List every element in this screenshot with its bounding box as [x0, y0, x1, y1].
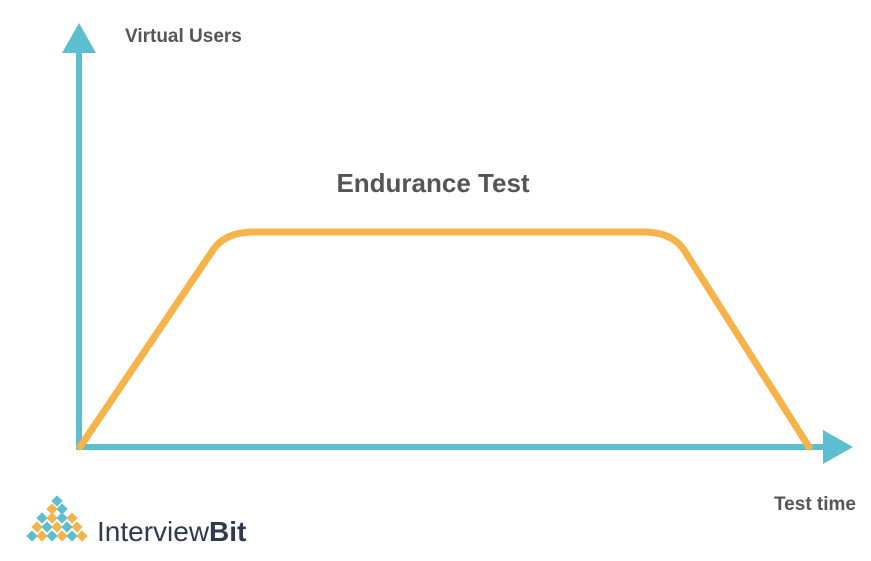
- y-axis-arrowhead: [62, 23, 96, 53]
- x-axis-label: Test time: [774, 494, 856, 515]
- logo-wordmark-part2: Bit: [209, 516, 246, 547]
- endurance-curve: [76, 228, 813, 451]
- diagram-title: Endurance Test: [336, 168, 529, 198]
- y-axis-label: Virtual Users: [125, 26, 242, 47]
- logo-mark-icon: [26, 495, 88, 542]
- logo-wordmark: InterviewBit: [97, 516, 246, 547]
- interviewbit-logo: InterviewBit: [26, 495, 246, 547]
- logo-wordmark-part1: Interview: [97, 516, 210, 547]
- x-axis-arrowhead: [823, 430, 853, 464]
